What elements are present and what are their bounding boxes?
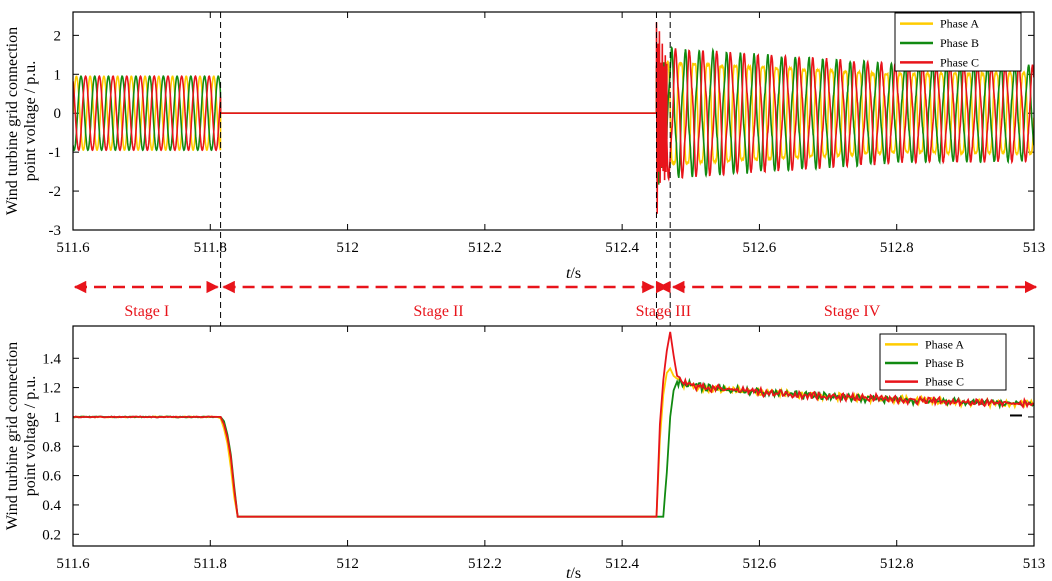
y-tick-label: 0.4 <box>42 498 61 514</box>
legend-label: Phase B <box>940 36 979 50</box>
y-axis-label: point voltage / p.u. <box>22 61 39 181</box>
x-tick-label: 512 <box>336 556 359 572</box>
x-tick-label: 512.4 <box>605 556 639 572</box>
x-tick-label: 512.8 <box>880 240 914 256</box>
x-tick-label: 511.6 <box>56 240 90 256</box>
bottom-voltage-chart: 511.6 511.8 512 512.2 512.4 512.6 512.8 513 0.2 0… <box>4 325 1046 581</box>
y-tick-label: 1.4 <box>42 351 61 367</box>
y-tick-label: -2 <box>49 184 62 200</box>
x-axis-label: t/s <box>566 565 581 581</box>
plot-frame <box>72 325 1035 547</box>
y-tick-label: -1 <box>49 145 62 161</box>
x-tick-label: 511.8 <box>194 556 227 572</box>
y-axis-label: point voltage / p.u. <box>22 376 39 496</box>
legend-label: Phase A <box>940 17 979 31</box>
stage-label: Stage IV <box>824 303 881 320</box>
x-tick-label: 512.4 <box>605 240 639 256</box>
legend-label: Phase B <box>925 356 964 370</box>
x-tick-label: 512.6 <box>743 556 777 572</box>
y-tick-label: -3 <box>49 223 62 239</box>
x-tick-label: 512 <box>336 240 359 256</box>
series-line-phase-c <box>73 331 1034 518</box>
y-axis-label: Wind turbine grid connection <box>4 27 21 215</box>
top-voltage-chart: 511.6 511.8 512 512.2 512.4 512.6 512.8 513 -3 -2… <box>4 11 1046 282</box>
y-tick-label: 2 <box>54 28 62 44</box>
y-tick-label: 1.2 <box>42 381 61 397</box>
x-tick-label: 512.8 <box>880 556 914 572</box>
x-axis-label: t/s <box>566 265 581 282</box>
y-tick-label: 1 <box>54 410 62 426</box>
plot-background <box>73 326 1034 546</box>
stage-label: Stage I <box>124 303 169 320</box>
plot-frame <box>72 11 1035 231</box>
x-tick-label: 513 <box>1023 556 1046 572</box>
x-tick-label: 511.8 <box>194 240 227 256</box>
legend-label: Phase C <box>940 55 979 69</box>
x-tick-label: 512.6 <box>743 240 777 256</box>
y-tick-label: 1 <box>54 67 62 83</box>
x-tick-label: 512.2 <box>468 240 502 256</box>
legend: Phase A Phase B Phase C <box>894 12 1022 72</box>
legend-label: Phase C <box>925 375 964 389</box>
series-line-phase-b <box>73 45 1034 185</box>
x-tick-label: 513 <box>1023 240 1046 256</box>
x-tick-label: 512.2 <box>468 556 502 572</box>
y-tick-label: 0.2 <box>42 527 61 543</box>
stage-label: Stage III <box>636 303 692 320</box>
series-line-phase-c <box>73 22 1034 214</box>
y-tick-label: 0.8 <box>42 439 61 455</box>
y-tick-label: 0 <box>54 106 62 122</box>
y-tick-label: 0.6 <box>42 469 61 485</box>
stage-label: Stage II <box>413 303 463 320</box>
legend: Phase A Phase B Phase C <box>879 333 1007 391</box>
x-tick-label: 511.6 <box>56 556 90 572</box>
legend-label: Phase A <box>925 337 964 351</box>
y-axis-label: Wind turbine grid connection <box>4 342 21 530</box>
